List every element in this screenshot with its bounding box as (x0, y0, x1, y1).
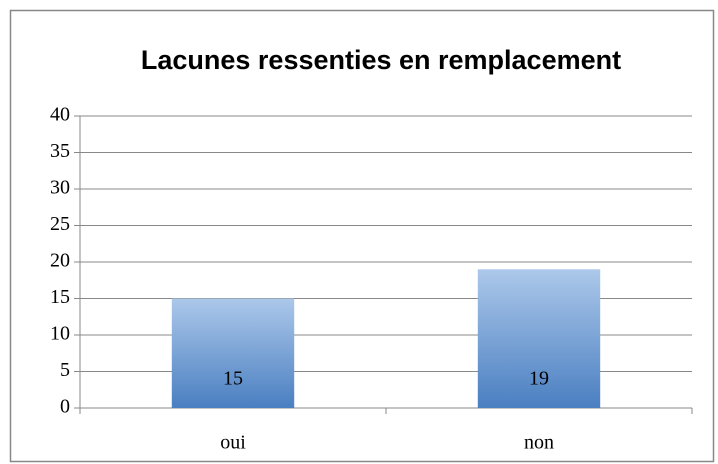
data-label: 15 (223, 368, 243, 390)
y-tick-label: 0 (60, 396, 70, 418)
y-tick-label: 15 (50, 286, 70, 308)
x-tick-label: non (524, 432, 554, 454)
bar (477, 269, 601, 408)
y-tick-label: 30 (50, 177, 70, 199)
bar (171, 298, 295, 408)
y-tick-label: 10 (50, 323, 70, 345)
y-tick-label: 20 (50, 250, 70, 272)
y-tick-label: 40 (50, 104, 70, 126)
chart-border (9, 9, 715, 463)
chart-title: Lacunes ressenties en remplacement (141, 45, 621, 75)
y-tick-label: 5 (60, 359, 70, 381)
data-label: 19 (529, 368, 549, 390)
x-tick-label: oui (220, 432, 246, 454)
y-tick-label: 35 (50, 140, 70, 162)
y-tick-label: 25 (50, 213, 70, 235)
